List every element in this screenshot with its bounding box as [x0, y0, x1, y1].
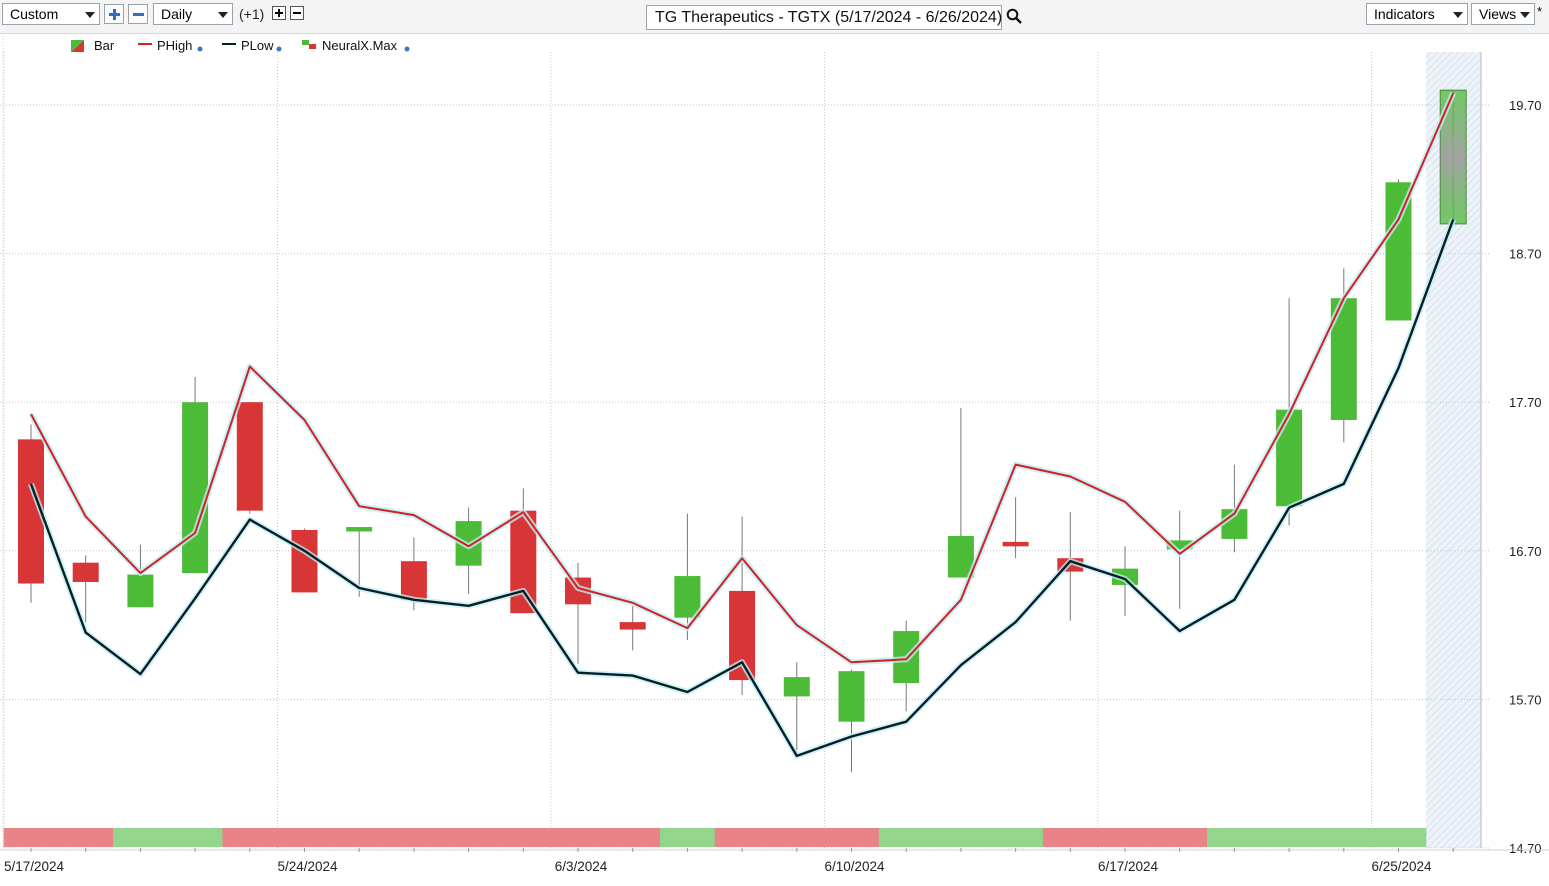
signal-strip-segment: [769, 828, 825, 847]
x-tick-label: 5/24/2024: [277, 859, 338, 874]
minus-icon: [133, 13, 144, 16]
price-chart[interactable]: 19.70 18.70 17.70 16.70 15.70 14.70 5/17/2024…: [0, 33, 1549, 886]
views-label: Views: [1479, 6, 1517, 22]
candle-body[interactable]: [619, 622, 646, 630]
series-line-plow[interactable]: [29, 218, 1455, 758]
candle-body[interactable]: [72, 562, 99, 583]
zoom-out-button[interactable]: [128, 4, 148, 24]
signal-strip-segment: [331, 828, 388, 847]
indicator-lines: [28, 91, 1457, 759]
indicators-label: Indicators: [1374, 6, 1435, 22]
signal-strip-segment: [605, 828, 661, 847]
indicators-dropdown[interactable]: Indicators: [1366, 3, 1468, 25]
candle-body[interactable]: [127, 574, 154, 608]
candle-body[interactable]: [783, 677, 810, 697]
interval-dropdown[interactable]: Daily: [153, 3, 233, 25]
signal-strip-segment: [1371, 828, 1427, 847]
signal-strip-segment: [1042, 828, 1099, 847]
grid: [0, 33, 1490, 849]
favorite-star[interactable]: *: [1537, 4, 1543, 19]
signal-strip-segment: [660, 828, 716, 847]
offset-decrease-button[interactable]: [290, 6, 304, 20]
signal-strip-segment: [878, 828, 935, 847]
signal-strip-segment: [1097, 828, 1153, 847]
signal-strip-segment: [933, 828, 989, 847]
legend-plow[interactable]: PLow: [241, 38, 274, 53]
dot-icon: [276, 46, 282, 52]
y-tick-label: 15.70: [1509, 692, 1542, 707]
x-tick-label: 6/25/2024: [1371, 859, 1432, 874]
search-icon[interactable]: [1006, 8, 1022, 24]
chevron-down-icon: [1520, 12, 1530, 18]
chevron-down-icon: [218, 12, 228, 18]
dot-icon: [404, 46, 410, 52]
x-tick-label: 5/17/2024: [4, 859, 65, 874]
signal-strip-segment: [1152, 828, 1208, 847]
x-tick-label: 6/10/2024: [824, 859, 885, 874]
candle-body[interactable]: [1002, 541, 1029, 547]
signal-strip-segment: [495, 828, 552, 847]
candle-body[interactable]: [838, 671, 865, 722]
zoom-in-button[interactable]: [104, 4, 124, 24]
candle-body[interactable]: [346, 527, 373, 532]
x-tick-label: 6/17/2024: [1098, 859, 1159, 874]
dot-icon: [197, 46, 203, 52]
views-dropdown[interactable]: Views: [1471, 3, 1535, 25]
interval-dropdown-value: Daily: [161, 6, 193, 22]
signal-strip-segment: [988, 828, 1044, 847]
y-axis: 19.70 18.70 17.70 16.70 15.70 14.70: [1509, 98, 1542, 856]
legend-phigh[interactable]: PHigh: [157, 38, 193, 53]
range-dropdown[interactable]: Custom: [2, 3, 100, 25]
offset-label: (+1): [239, 6, 265, 22]
signal-strip-segment: [1207, 828, 1263, 847]
legend-neuralx-max[interactable]: NeuralX.Max: [322, 38, 398, 53]
y-tick-label: 14.70: [1509, 841, 1542, 856]
signal-strip-segment: [824, 828, 880, 847]
signal-strip-segment: [386, 828, 442, 847]
signal-strip-segment: [1261, 828, 1317, 847]
candles: [18, 89, 1467, 722]
phigh-legend-icon: [138, 43, 152, 45]
range-dropdown-value: Custom: [10, 6, 59, 22]
y-tick-label: 17.70: [1509, 395, 1542, 410]
signal-strip-segment: [550, 828, 606, 847]
minus-icon: [293, 12, 301, 14]
signal-strip-segment: [113, 828, 169, 847]
series-line-phigh[interactable]: [30, 92, 1455, 664]
candle-body[interactable]: [400, 561, 427, 600]
candle-body[interactable]: [1166, 540, 1193, 550]
y-tick-label: 16.70: [1509, 544, 1542, 559]
signal-strip-segment: [167, 828, 223, 847]
offset-increase-button[interactable]: [272, 6, 286, 20]
symbol-title-field[interactable]: TG Therapeutics - TGTX (5/17/2024 - 6/26…: [646, 5, 1002, 30]
signal-strip: [3, 828, 1427, 847]
signal-strip-segment: [714, 828, 770, 847]
bar-legend-icon: [71, 40, 84, 52]
legend-bar[interactable]: Bar: [94, 38, 115, 53]
y-tick-label: 19.70: [1509, 98, 1542, 113]
y-tick-label: 18.70: [1509, 247, 1542, 262]
signal-strip-segment: [3, 828, 59, 847]
signal-strip-segment: [58, 828, 114, 847]
candle-body[interactable]: [182, 402, 209, 574]
toolbar: Custom Daily (+1) TG Therapeutics - TGTX…: [0, 0, 1549, 34]
signal-strip-segment: [441, 828, 497, 847]
candle-body[interactable]: [1276, 409, 1303, 507]
neuralx-legend-icon: [302, 40, 316, 49]
candle-body[interactable]: [291, 529, 318, 593]
signal-strip-segment: [277, 828, 333, 847]
signal-strip-segment: [222, 828, 278, 847]
candle-body[interactable]: [236, 402, 263, 511]
chevron-down-icon: [1453, 12, 1463, 18]
chart-title: TG Therapeutics - TGTX (5/17/2024 - 6/26…: [655, 9, 1003, 26]
signal-strip-segment: [1316, 828, 1372, 847]
x-tick-label: 6/3/2024: [555, 859, 608, 874]
x-axis: 5/17/2024 5/24/2024 6/3/2024 6/10/2024 6/17/…: [0, 848, 1549, 874]
candle-body[interactable]: [674, 576, 701, 618]
plow-legend-icon: [222, 43, 236, 45]
chevron-down-icon: [85, 12, 95, 18]
